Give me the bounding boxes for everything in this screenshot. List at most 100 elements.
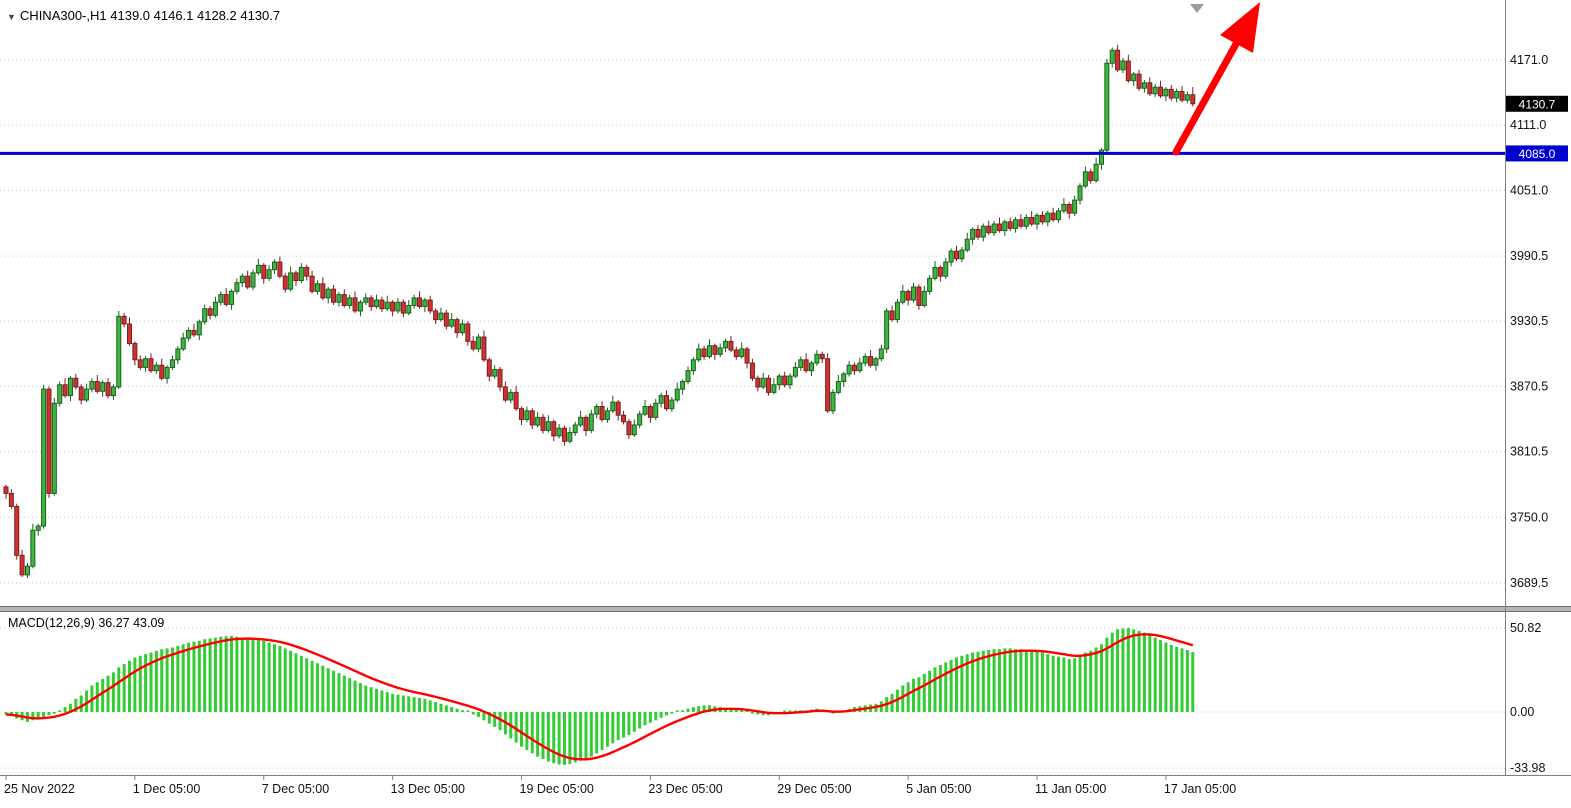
candle xyxy=(239,275,245,284)
current-price-badge-text: 4130.7 xyxy=(1519,97,1556,111)
candle xyxy=(169,359,175,368)
candle xyxy=(336,294,342,303)
candle xyxy=(535,416,541,426)
candle xyxy=(89,381,95,390)
candle xyxy=(524,410,530,421)
candle xyxy=(164,366,170,379)
candle xyxy=(100,382,106,392)
candle xyxy=(67,377,73,397)
candle xyxy=(320,283,326,299)
macd-indicator-title: MACD(12,26,9) 36.27 43.09 xyxy=(8,616,164,630)
candle xyxy=(889,310,895,321)
candle xyxy=(132,343,138,361)
candle xyxy=(792,366,798,377)
candle xyxy=(749,362,755,379)
candle xyxy=(186,329,192,339)
price-badges-layer: 4130.7 4085.0 xyxy=(1506,95,1568,162)
candle xyxy=(583,416,589,431)
candle xyxy=(868,356,874,366)
candle xyxy=(73,377,79,388)
candle xyxy=(701,348,707,358)
candle xyxy=(30,529,36,567)
candle xyxy=(481,336,487,361)
candle xyxy=(980,225,986,238)
price-tick-label: 3870.5 xyxy=(1510,379,1548,393)
candle xyxy=(395,301,401,312)
candle xyxy=(782,375,788,386)
candle xyxy=(272,261,277,271)
candle xyxy=(594,406,600,415)
candle xyxy=(433,310,439,321)
candle xyxy=(207,308,213,316)
candle xyxy=(1007,221,1013,229)
candle xyxy=(1120,60,1126,71)
candle xyxy=(626,421,632,436)
candle xyxy=(105,382,111,397)
time-tick-label: 13 Dec 05:00 xyxy=(391,782,465,796)
candle xyxy=(588,413,594,431)
candle xyxy=(212,301,218,316)
candle xyxy=(717,347,723,355)
candle xyxy=(760,377,766,388)
candle xyxy=(1039,214,1045,223)
candle xyxy=(1115,49,1121,71)
candle xyxy=(809,362,814,372)
candle xyxy=(191,329,197,336)
candle xyxy=(62,384,68,397)
candle xyxy=(696,348,702,361)
candle xyxy=(411,297,417,306)
candle xyxy=(986,225,992,234)
panel-separator[interactable] xyxy=(0,606,1571,612)
candle xyxy=(1066,203,1072,214)
candle xyxy=(905,290,911,301)
candle xyxy=(911,286,917,301)
candle xyxy=(953,250,959,260)
candle xyxy=(1158,86,1164,97)
trend-arrow-head[interactable] xyxy=(1220,2,1260,53)
candle xyxy=(1061,203,1067,212)
candle xyxy=(733,349,739,358)
symbol-title[interactable]: ▼ CHINA300-,H1 4139.0 4146.1 4128.2 4130.… xyxy=(7,8,280,23)
candle xyxy=(712,345,718,355)
price-tick-label: 3750.0 xyxy=(1510,510,1548,524)
candle xyxy=(443,312,449,327)
candle xyxy=(51,402,57,494)
candle xyxy=(218,294,224,303)
candle xyxy=(261,264,267,279)
candle xyxy=(1056,210,1062,221)
candle xyxy=(728,340,734,351)
candle xyxy=(116,315,122,388)
candle xyxy=(1184,94,1190,101)
macd-layer xyxy=(4,628,1195,765)
chart-shift-marker-icon[interactable] xyxy=(1190,4,1204,13)
candle xyxy=(78,386,84,401)
macd-values: 36.27 43.09 xyxy=(98,616,165,630)
candle xyxy=(894,301,900,321)
candle xyxy=(519,408,525,421)
time-tick-label: 5 Jan 05:00 xyxy=(906,782,971,796)
candle xyxy=(277,261,283,277)
candle xyxy=(1179,91,1185,101)
candle xyxy=(57,384,63,404)
candle xyxy=(991,223,997,234)
candle xyxy=(771,384,777,393)
candle xyxy=(288,272,294,290)
time-tick-label: 29 Dec 05:00 xyxy=(777,782,851,796)
candle xyxy=(873,358,879,366)
candle xyxy=(180,337,186,350)
candle xyxy=(1029,217,1035,225)
candle xyxy=(755,377,761,388)
candle xyxy=(653,402,659,418)
candle xyxy=(347,297,353,306)
price-tick-label: 4171.0 xyxy=(1510,53,1548,67)
candle xyxy=(1136,73,1142,89)
candle xyxy=(1013,219,1019,229)
annotations-layer[interactable] xyxy=(1172,2,1260,156)
candle xyxy=(1152,86,1158,95)
candle xyxy=(250,272,256,288)
trend-arrow-shaft[interactable] xyxy=(1172,40,1240,156)
candle xyxy=(143,358,149,368)
candle xyxy=(309,275,315,292)
candle xyxy=(943,261,949,277)
